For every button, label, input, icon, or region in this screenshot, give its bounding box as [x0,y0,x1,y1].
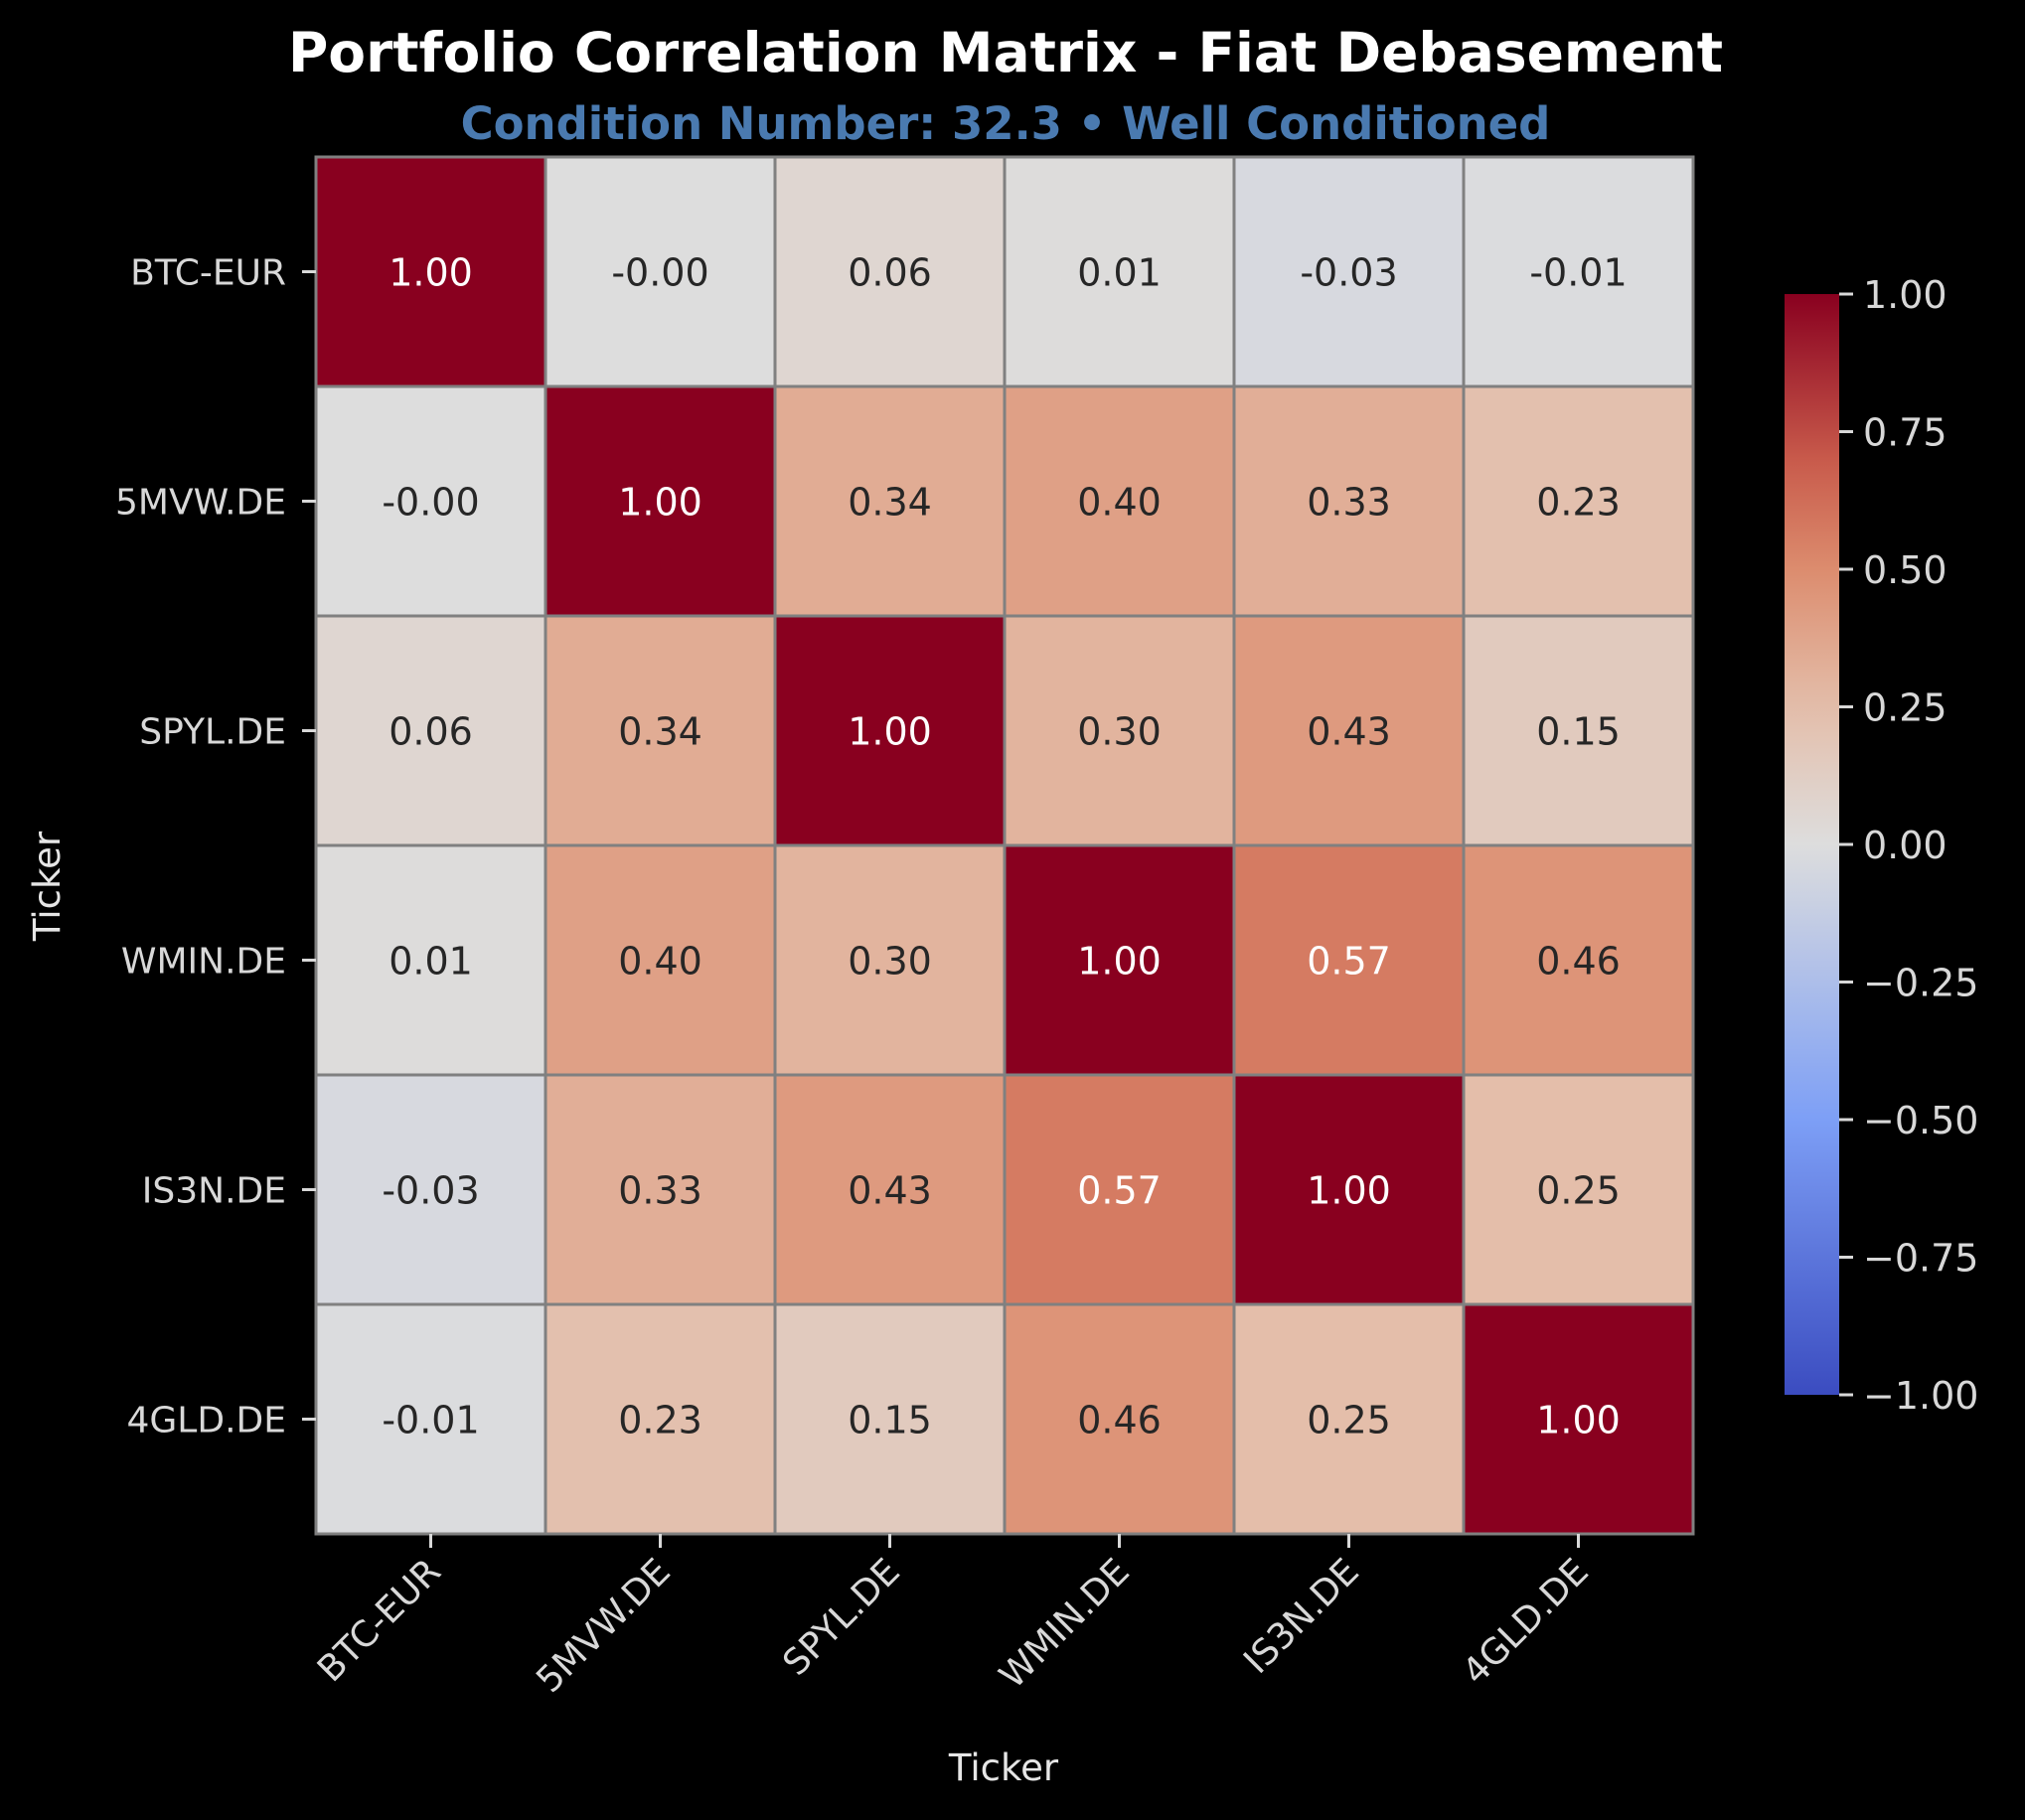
cell-value-label: -0.00 [611,251,708,295]
heatmap-cells [314,155,1695,1536]
heatmap-cell [1232,155,1466,388]
y-tick-label: IS3N.DE [142,1171,286,1212]
heatmap-cell [1462,155,1695,388]
cell-value-label: 0.30 [848,940,932,984]
heatmap-cell [544,614,777,847]
heatmap-cell [544,384,777,618]
cell-value-label: 0.06 [848,251,932,295]
cell-value-label: 1.00 [618,481,702,525]
y-axis-label: Ticker [26,831,69,942]
cell-value-label: 1.00 [1077,940,1162,984]
y-tick-label: 5MVW.DE [115,483,286,524]
cell-value-label: -0.03 [382,1169,479,1213]
cell-value-label: 0.30 [1077,710,1162,754]
cell-value-label: 0.34 [618,710,702,754]
x-tick-label: WMIN.DE [992,1551,1137,1696]
cell-value-label: 0.15 [1536,710,1621,754]
cell-value-label: -0.03 [1300,251,1397,295]
heatmap-cell [314,1073,547,1306]
cell-value-label: 0.43 [848,1169,932,1213]
x-axis: BTC-EUR 5MVW.DE SPYL.DE WMIN.DE IS3N.DE 4GLD.… [310,1534,1597,1701]
colorbar-tick-label: 0.25 [1863,686,1947,730]
heatmap-cell [314,155,547,388]
cell-value-label: -0.01 [382,1399,479,1442]
heatmap-cell [773,155,1007,388]
heatmap-cell [1462,384,1695,618]
heatmap-cell [773,1073,1007,1306]
cell-value-label: 0.01 [389,940,473,984]
cell-value-label: 0.40 [618,940,702,984]
heatmap-cell [1003,843,1236,1077]
colorbar-tick-label: 0.50 [1863,548,1947,592]
cell-value-label: 0.25 [1307,1399,1391,1442]
y-tick-label: BTC-EUR [130,253,286,294]
heatmap-cell [1462,1302,1695,1536]
colorbar-tick-label: 0.00 [1863,824,1947,867]
cell-value-label: 0.23 [618,1399,702,1442]
heatmap-cell [773,843,1007,1077]
heatmap-cell [1462,843,1695,1077]
colorbar-tick-label: −0.25 [1863,962,1978,1005]
cell-value-label: 0.25 [1536,1169,1621,1213]
heatmap-cell [544,155,777,388]
colorbar-gradient [1785,294,1839,1395]
cell-value-label: -0.01 [1529,251,1627,295]
heatmap-cell [544,843,777,1077]
colorbar-tick-label: −0.50 [1863,1099,1978,1142]
chart-subtitle: Condition Number: 32.3 • Well Conditione… [461,97,1551,150]
y-tick-label: WMIN.DE [121,942,286,983]
x-axis-label: Ticker [948,1746,1059,1789]
cell-value-label: 0.46 [1536,940,1621,984]
cell-value-label: -0.00 [382,481,479,525]
cell-value-label: 0.46 [1077,1399,1162,1442]
heatmap-cell [1232,843,1466,1077]
cell-value-label: 1.00 [389,251,473,295]
cell-value-label: 0.06 [389,710,473,754]
cell-value-label: 0.33 [618,1169,702,1213]
cell-value-label: 0.33 [1307,481,1391,525]
cell-value-label: 1.00 [848,710,932,754]
heatmap-cell [1003,384,1236,618]
colorbar-ticks: 1.00 0.75 0.50 0.25 0.00 −0.25 −0.50 −0.75 −1.00 [1839,273,1978,1418]
x-tick-label: IS3N.DE [1236,1551,1367,1682]
heatmap-cell [314,843,547,1077]
y-axis: BTC-EUR 5MVW.DE SPYL.DE WMIN.DE IS3N.DE 4GLD.… [115,253,316,1441]
colorbar-tick-label: 0.75 [1863,411,1947,455]
cell-value-label: 1.00 [1307,1169,1391,1213]
heatmap-cell [1232,1073,1466,1306]
heatmap-cell [1232,1302,1466,1536]
heatmap-cell [314,1302,547,1536]
y-tick-label: 4GLD.DE [127,1401,287,1441]
cell-value-label: 0.01 [1077,251,1162,295]
heatmap-cell-labels: 1.00 -0.00 0.06 0.01 -0.03 -0.01 -0.00 1.00 0.34… [382,251,1627,1442]
heatmap-cell [1462,1073,1695,1306]
cell-value-label: 0.43 [1307,710,1391,754]
cell-value-label: 0.40 [1077,481,1162,525]
cell-value-label: 0.57 [1307,940,1391,984]
heatmap-cell [314,614,547,847]
y-tick-label: SPYL.DE [139,712,286,753]
heatmap-cell [1462,614,1695,847]
x-tick-label: BTC-EUR [310,1551,449,1690]
x-tick-label: SPYL.DE [775,1551,907,1683]
x-tick-label: 4GLD.DE [1455,1551,1596,1692]
colorbar-tick-label: −0.75 [1863,1237,1978,1281]
cell-value-label: 0.23 [1536,481,1621,525]
cell-value-label: 1.00 [1536,1399,1621,1442]
heatmap-cell [1003,155,1236,388]
colorbar: 1.00 0.75 0.50 0.25 0.00 −0.25 −0.50 −0.75 −1.00 [1785,273,1978,1418]
x-tick-label: 5MVW.DE [529,1551,679,1701]
heatmap-cell [1003,614,1236,847]
colorbar-tick-label: 1.00 [1863,273,1947,317]
cell-value-label: 0.15 [848,1399,932,1442]
chart-title: Portfolio Correlation Matrix - Fiat Deba… [288,21,1723,84]
colorbar-tick-label: −1.00 [1863,1374,1978,1418]
heatmap-cell [1003,1073,1236,1306]
heatmap-cell [1232,614,1466,847]
cell-value-label: 0.34 [848,481,932,525]
cell-value-label: 0.57 [1077,1169,1162,1213]
